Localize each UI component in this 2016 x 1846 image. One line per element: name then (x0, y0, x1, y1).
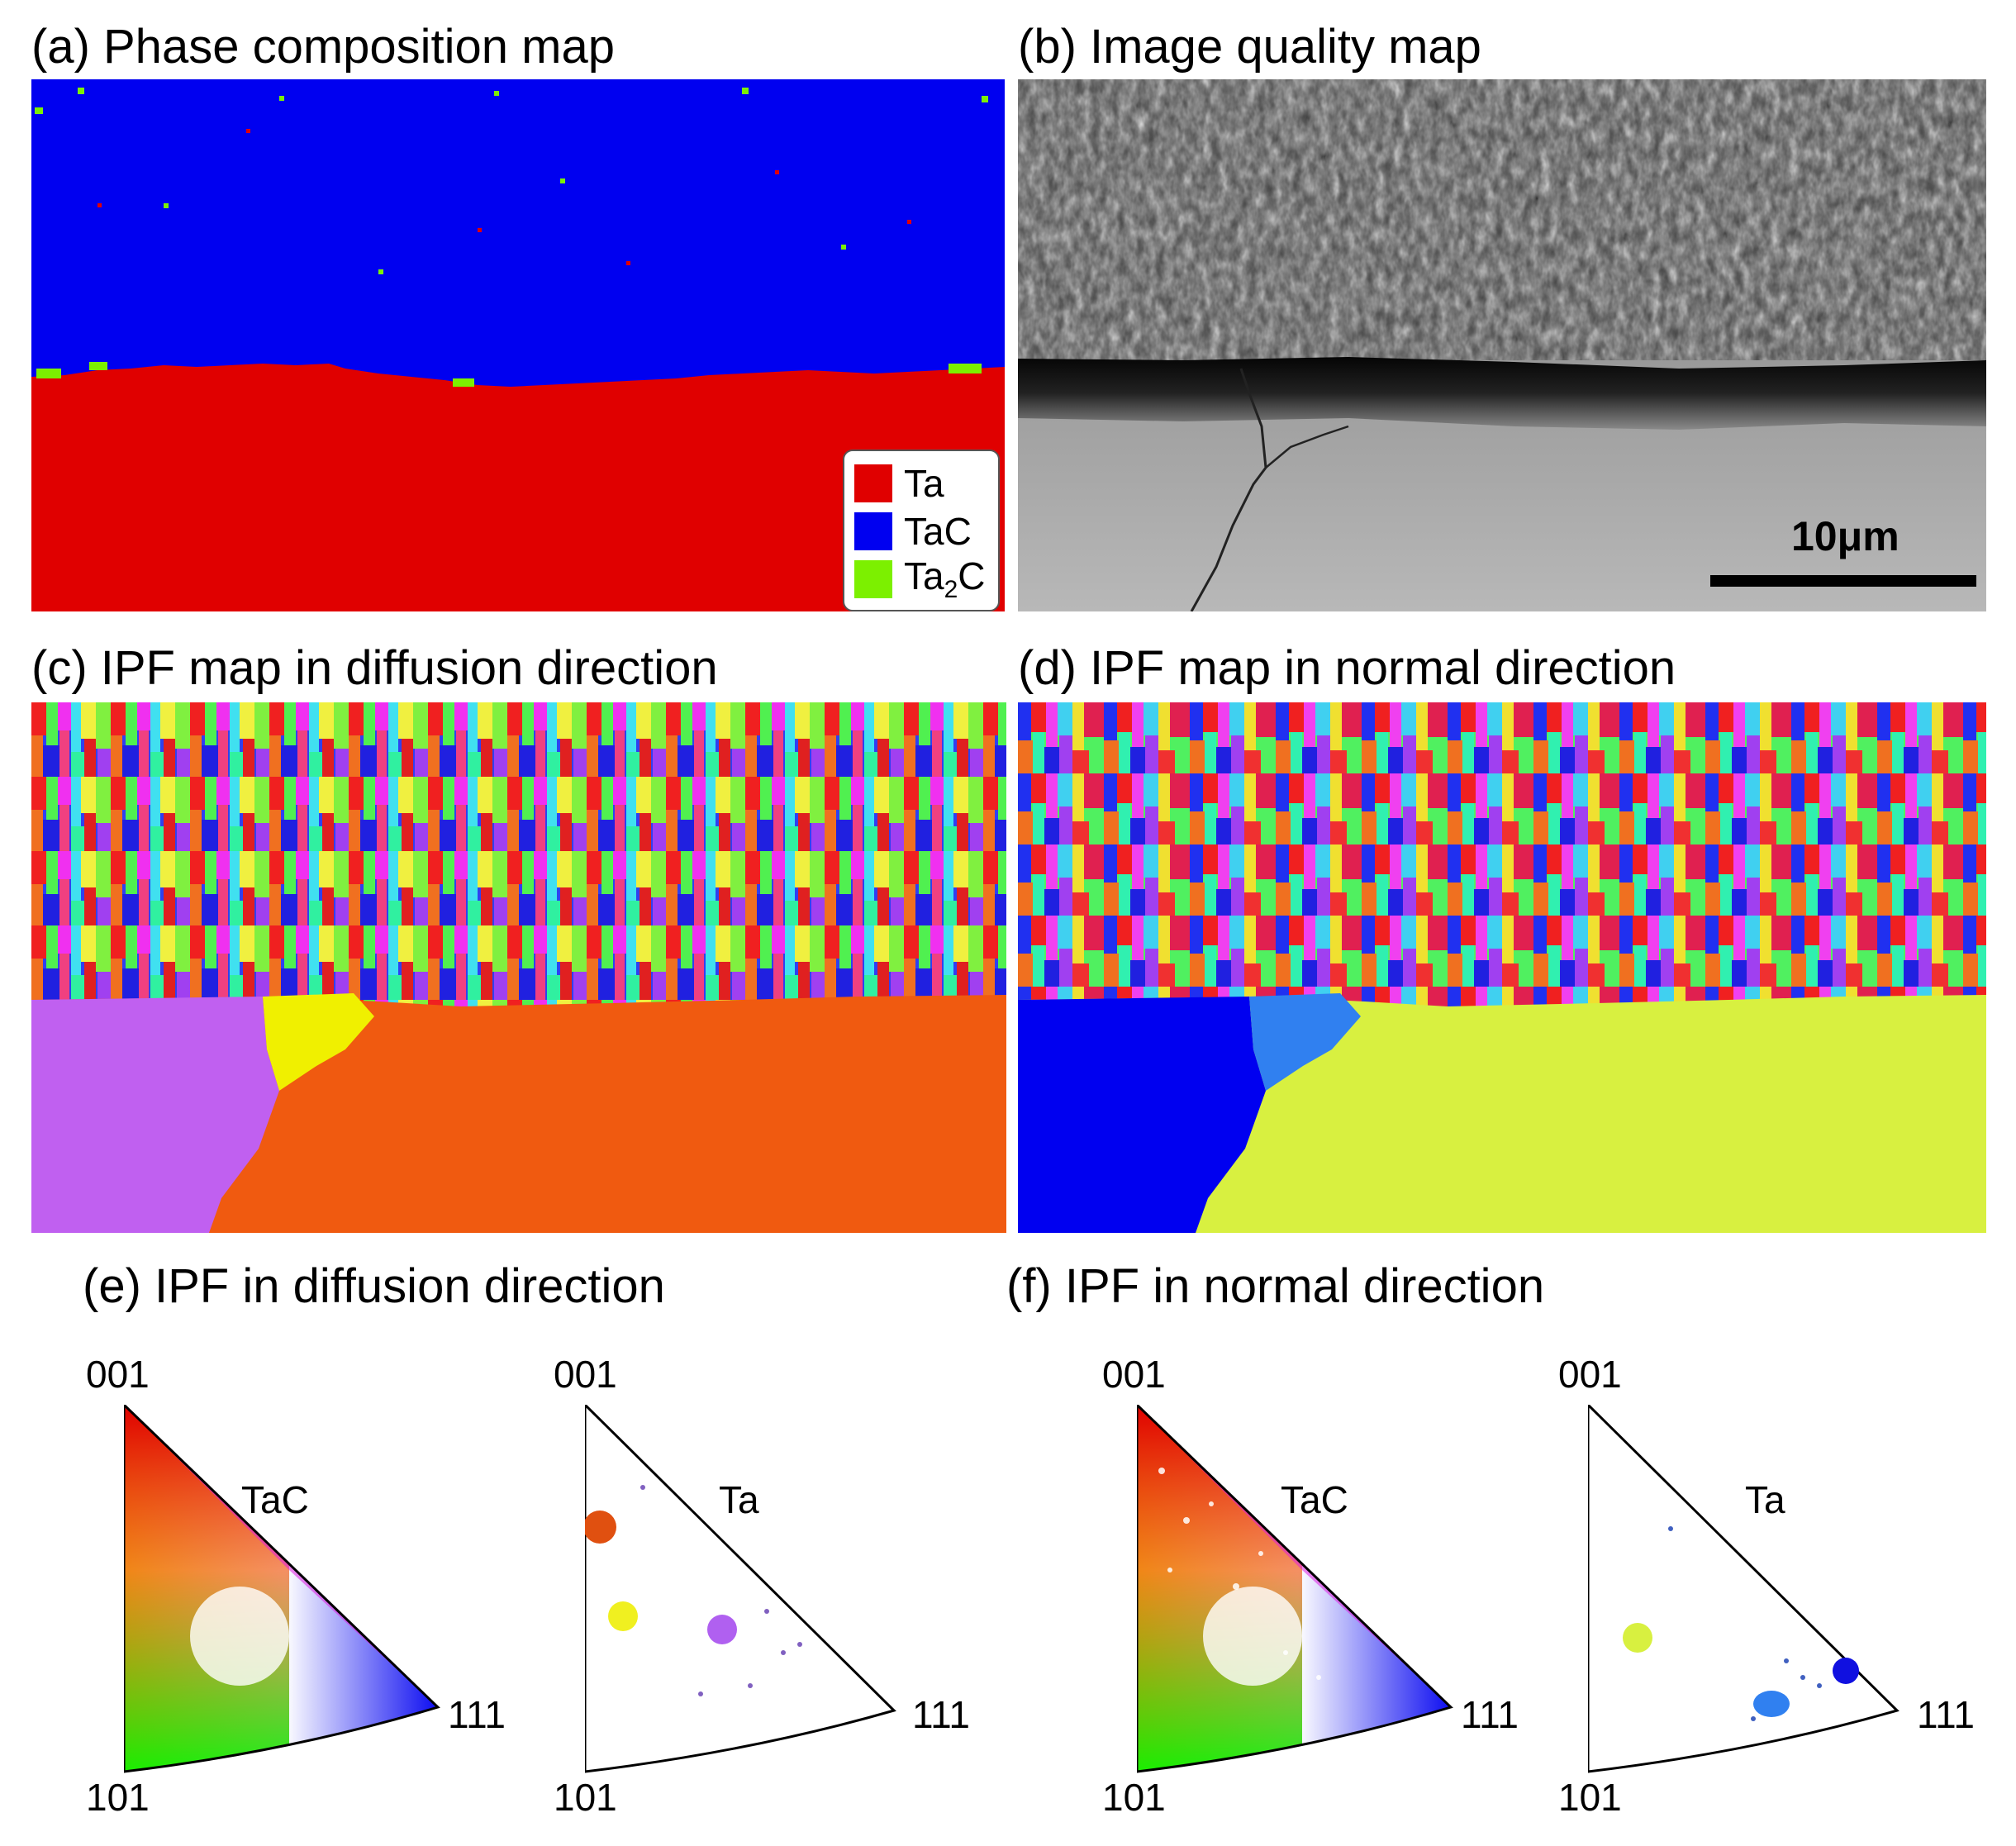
tac-grains (1018, 702, 1986, 1008)
ipf-phase-label: TaC (241, 1478, 309, 1521)
grain-c-left (31, 997, 279, 1233)
panel-e-title: (e) IPF in diffusion direction (83, 1259, 665, 1313)
ta2c-grains (35, 88, 988, 387)
ipf-triangle-tac-normal (1135, 1401, 1459, 1773)
legend-label: Ta (904, 462, 944, 505)
dark-interface-band (1018, 357, 1986, 430)
grain-d-mid (1249, 993, 1361, 1091)
corner-111-label: 111 (448, 1693, 506, 1736)
grain-d-left (1018, 997, 1266, 1233)
grain-boundary (1265, 425, 1349, 469)
corner-001-label: 001 (1558, 1353, 1622, 1396)
legend-swatch (854, 464, 892, 502)
ipf-cluster (1623, 1623, 1652, 1653)
ipf-cluster (583, 1511, 616, 1544)
legend-item-ta: Ta (854, 459, 988, 507)
corner-001-label: 001 (86, 1353, 150, 1396)
corner-001-label: 001 (1102, 1353, 1166, 1396)
ipf-phase-label: Ta (1745, 1478, 1785, 1521)
panel-d-title: (d) IPF map in normal direction (1018, 641, 1676, 695)
corner-001-label: 001 (554, 1353, 617, 1396)
legend-item-tac: TaC (854, 507, 988, 555)
panel-c-title: (c) IPF map in diffusion direction (31, 641, 718, 695)
scale-bar (1710, 575, 1976, 587)
corner-101-label: 101 (86, 1776, 150, 1819)
corner-111-label: 111 (1461, 1693, 1519, 1736)
corner-111-label: 111 (912, 1693, 970, 1736)
phase-composition-map: Ta TaC Ta2C (31, 79, 1005, 611)
ipf-triangle-tac-diffusion (122, 1401, 446, 1773)
ipf-map-diffusion (31, 702, 1006, 1233)
tac-grains (31, 702, 1006, 1008)
scale-bar-label: 10μm (1791, 513, 1900, 559)
grain-c-mid (263, 993, 374, 1091)
ta-region (31, 364, 1005, 611)
coating-texture (1018, 79, 1986, 360)
ipf-cluster (608, 1601, 638, 1631)
ipf-triangle-ta-normal (1586, 1401, 1910, 1773)
corner-101-label: 101 (1558, 1776, 1622, 1819)
corner-101-label: 101 (1102, 1776, 1166, 1819)
ipf-cluster (1833, 1658, 1859, 1684)
ipf-cluster (707, 1615, 737, 1644)
legend-item-ta2c: Ta2C (854, 554, 988, 604)
panel-a-title: (a) Phase composition map (31, 20, 615, 74)
corner-101-label: 101 (554, 1776, 617, 1819)
ipf-phase-label: TaC (1281, 1478, 1348, 1521)
corner-111-label: 111 (1917, 1693, 1975, 1736)
image-quality-map: 10μm (1018, 79, 1986, 611)
phase-legend: Ta TaC Ta2C (843, 450, 1000, 611)
ipf-phase-label: Ta (719, 1478, 759, 1521)
grain-boundary (1190, 368, 1267, 611)
legend-label: Ta2C (904, 554, 986, 604)
ipf-cluster (1753, 1691, 1790, 1717)
ipf-map-normal (1018, 702, 1986, 1233)
legend-swatch (854, 560, 892, 598)
ipf-triangle-ta-diffusion (583, 1401, 907, 1773)
legend-swatch (854, 512, 892, 550)
panel-b-title: (b) Image quality map (1018, 20, 1481, 74)
legend-label: TaC (904, 510, 972, 553)
panel-f-title: (f) IPF in normal direction (1006, 1259, 1545, 1313)
ta-specks (97, 129, 911, 265)
